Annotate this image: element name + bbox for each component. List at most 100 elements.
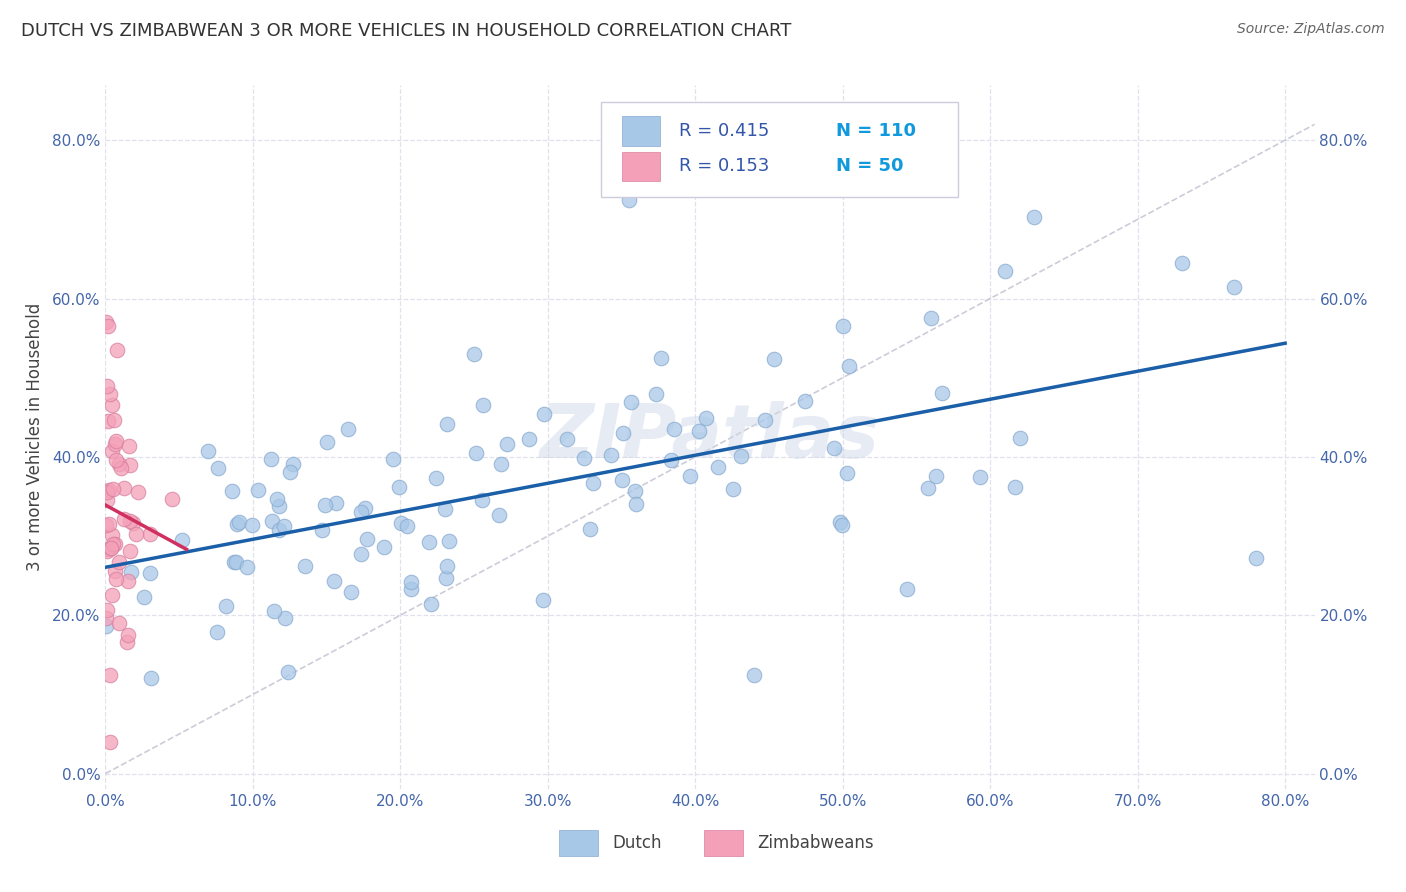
Point	[350, 548, 373, 562]
Point	[228, 515, 250, 529]
Text: Dutch: Dutch	[612, 834, 662, 852]
Point	[418, 535, 440, 549]
Point	[471, 493, 494, 508]
Point	[472, 398, 495, 412]
Point	[117, 574, 139, 589]
Point	[120, 565, 142, 579]
Point	[274, 610, 297, 624]
Point	[139, 671, 162, 685]
Point	[917, 481, 939, 495]
Point	[762, 352, 785, 367]
Point	[436, 417, 458, 431]
Point	[823, 441, 845, 455]
Point	[96, 611, 118, 625]
Point	[120, 458, 142, 472]
Point	[207, 461, 229, 475]
Point	[659, 453, 682, 467]
Point	[388, 480, 411, 494]
Point	[831, 518, 853, 533]
Point	[96, 603, 118, 617]
Point	[117, 439, 139, 453]
Point	[96, 485, 118, 500]
Point	[969, 470, 991, 484]
Point	[98, 667, 121, 681]
Point	[373, 540, 395, 554]
Point	[215, 599, 238, 614]
Point	[98, 735, 121, 749]
Point	[517, 433, 540, 447]
Point	[391, 516, 413, 530]
FancyBboxPatch shape	[602, 103, 957, 197]
Point	[101, 588, 124, 602]
Point	[721, 482, 744, 496]
Point	[125, 527, 148, 541]
Point	[94, 517, 117, 532]
Point	[105, 572, 128, 586]
Point	[495, 436, 517, 450]
Point	[920, 311, 942, 326]
Point	[340, 584, 363, 599]
Point	[1244, 551, 1267, 566]
Point	[247, 483, 270, 497]
Point	[96, 618, 118, 632]
Point	[100, 541, 122, 556]
Point	[325, 496, 347, 510]
Point	[269, 500, 291, 514]
Point	[695, 411, 717, 425]
Point	[931, 386, 953, 401]
Point	[706, 459, 728, 474]
Point	[579, 522, 602, 536]
Point	[139, 527, 162, 541]
Point	[104, 437, 127, 451]
Point	[533, 407, 555, 421]
Point	[118, 514, 141, 528]
Point	[242, 517, 264, 532]
Point	[117, 628, 139, 642]
Text: Zimbabweans: Zimbabweans	[758, 834, 873, 852]
Point	[835, 467, 858, 481]
Point	[354, 501, 377, 516]
Text: N = 50: N = 50	[835, 158, 903, 176]
Point	[488, 508, 510, 522]
Point	[104, 453, 127, 467]
Point	[120, 544, 142, 558]
Point	[260, 451, 283, 466]
Point	[225, 555, 247, 569]
Point	[433, 501, 456, 516]
Point	[97, 319, 120, 334]
Point	[132, 590, 155, 604]
Point	[994, 264, 1017, 278]
Point	[679, 469, 702, 483]
Text: R = 0.153: R = 0.153	[679, 158, 769, 176]
Text: R = 0.415: R = 0.415	[679, 122, 769, 140]
Point	[97, 414, 120, 428]
Point	[730, 449, 752, 463]
Point	[425, 470, 447, 484]
Point	[221, 484, 243, 499]
Point	[437, 533, 460, 548]
Point	[311, 524, 333, 538]
Point	[96, 493, 118, 508]
Point	[1024, 210, 1046, 224]
Point	[97, 483, 120, 497]
Point	[100, 444, 122, 458]
Point	[582, 475, 605, 490]
Point	[1010, 432, 1032, 446]
Point	[197, 443, 219, 458]
Point	[104, 537, 127, 551]
Point	[322, 574, 344, 588]
Point	[434, 571, 457, 585]
Point	[896, 582, 918, 596]
Point	[96, 544, 118, 558]
Point	[399, 574, 422, 589]
Point	[112, 512, 135, 526]
Point	[96, 378, 118, 392]
Point	[103, 537, 125, 551]
Point	[489, 457, 512, 471]
Point	[267, 523, 290, 537]
Point	[97, 517, 120, 532]
Point	[925, 468, 948, 483]
Point	[1222, 279, 1244, 293]
Point	[620, 395, 643, 409]
Point	[103, 412, 125, 426]
